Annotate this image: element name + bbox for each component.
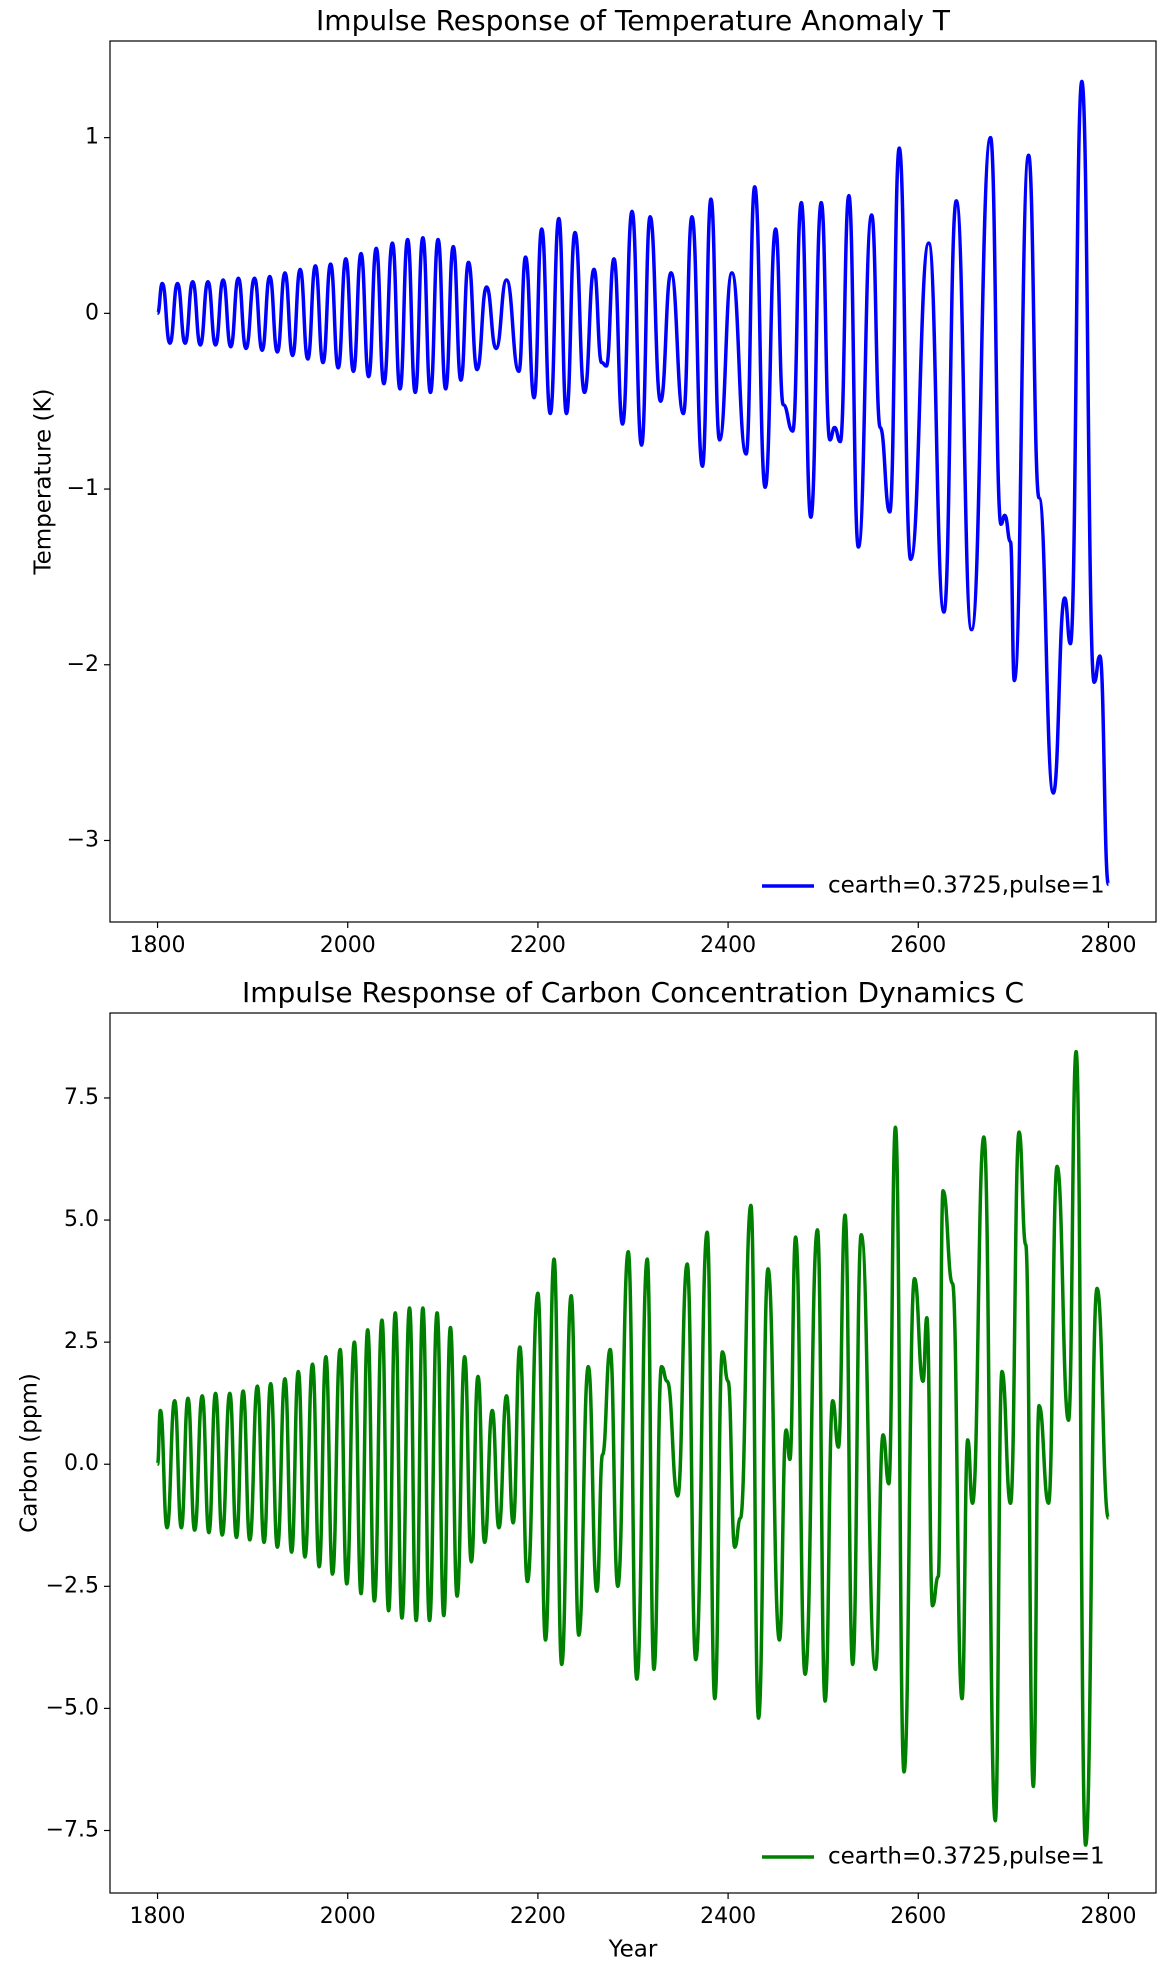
y-axis-label: Temperature (K) — [31, 388, 57, 575]
y-tick-label: 7.5 — [64, 1085, 99, 1110]
x-tick-label: 1800 — [130, 933, 186, 958]
plot-frame — [109, 1012, 1157, 1894]
x-tick-label: 1800 — [130, 1904, 186, 1929]
x-tick-label: 2600 — [890, 933, 946, 958]
x-tick-label: 2800 — [1080, 933, 1136, 958]
data-line — [155, 79, 1111, 887]
chart-title: Impulse Response of Carbon Concentration… — [242, 976, 1024, 1009]
y-tick-label: −7.5 — [46, 1817, 99, 1842]
y-tick-label: −3 — [67, 827, 99, 852]
x-tick-label: 2000 — [320, 933, 376, 958]
y-axis-label: Carbon (ppm) — [17, 1373, 43, 1533]
x-tick-label: 2400 — [700, 933, 756, 958]
plot-frame — [109, 40, 1157, 923]
y-tick-label: 2.5 — [64, 1329, 99, 1354]
x-tick-label: 2200 — [510, 933, 566, 958]
y-tick-label: −1 — [67, 476, 99, 501]
data-line — [155, 1049, 1111, 1847]
y-tick-label: 0 — [85, 300, 99, 325]
legend-label: cearth=0.3725,pulse=1 — [828, 873, 1105, 899]
x-tick-label: 2400 — [700, 1904, 756, 1929]
x-tick-label: 2000 — [320, 1904, 376, 1929]
y-tick-label: 1 — [85, 125, 99, 150]
legend-label: cearth=0.3725,pulse=1 — [828, 1844, 1105, 1870]
x-axis-label: Year — [608, 1937, 658, 1963]
chart-title: Impulse Response of Temperature Anomaly … — [316, 4, 951, 37]
y-tick-label: −2.5 — [46, 1573, 99, 1598]
y-tick-label: 5.0 — [64, 1207, 99, 1232]
x-tick-label: 2800 — [1080, 1904, 1136, 1929]
y-tick-label: 0.0 — [64, 1451, 99, 1476]
y-tick-label: −2 — [67, 652, 99, 677]
x-tick-label: 2600 — [890, 1904, 946, 1929]
x-tick-label: 2200 — [510, 1904, 566, 1929]
y-tick-label: −5.0 — [46, 1695, 99, 1720]
